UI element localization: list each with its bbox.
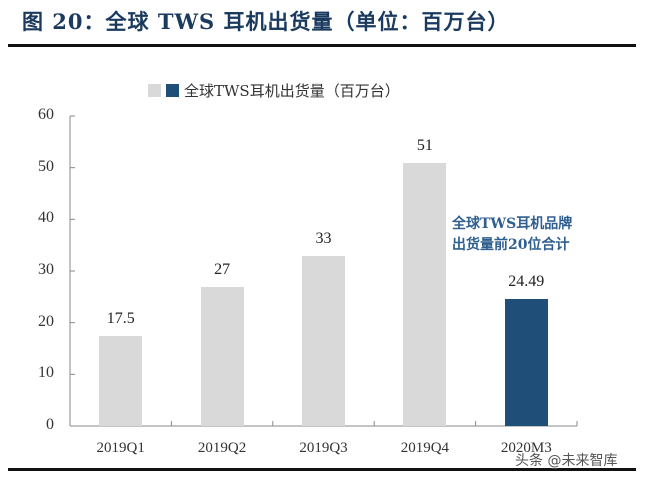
bottom-rule [8,468,636,471]
bar-2019q4 [403,162,447,426]
y-tick-label: 30 [38,261,54,278]
bar-2019q3 [302,255,345,426]
x-category-label: 2019Q4 [400,440,450,456]
chart-legend: 全球TWS耳机出货量（百万台） [148,80,400,101]
bar-2019q2 [200,286,244,426]
bar-value-label: 17.5 [106,309,135,327]
y-tick-label: 40 [38,209,54,227]
x-category-label: 2020M3 [500,440,552,456]
x-category-label: 2019Q3 [299,440,348,456]
bar-value-label: 27 [214,260,231,278]
x-category-label: 2019Q2 [197,440,247,456]
bar-value-label: 51 [416,136,433,154]
legend-swatch-blue [166,84,179,97]
y-tick-label: 60 [38,106,54,123]
annotation-line-1: 全球TWS耳机品牌 [452,216,573,232]
y-tick-label: 10 [38,364,54,382]
legend-swatch-gray [148,84,161,97]
y-tick-label: 0 [46,416,54,433]
x-category-label: 2019Q1 [96,440,145,456]
y-tick-label: 50 [38,157,54,175]
y-tick-label: 20 [38,312,54,330]
bar-value-label: 24.49 [508,273,545,291]
bar-2020m3 [504,299,548,426]
watermark: 头条 @未来智库 [515,453,618,469]
figure-title: 图 20：全球 TWS 耳机出货量（单位：百万台） [22,9,510,34]
legend-label: 全球TWS耳机出货量（百万台） [184,82,400,100]
title-rule [8,44,636,47]
chart-annotation: 全球TWS耳机品牌 出货量前20位合计 [452,214,602,256]
bar-2019q1 [99,335,143,426]
bar-value-label: 33 [315,229,332,247]
annotation-line-2: 出货量前20位合计 [452,237,570,253]
